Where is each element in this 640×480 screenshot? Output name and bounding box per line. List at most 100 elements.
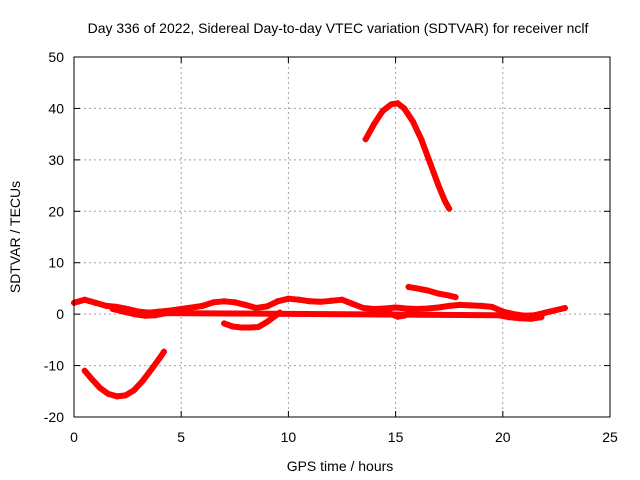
data-point bbox=[272, 312, 279, 319]
plot-frame bbox=[73, 56, 611, 418]
data-point bbox=[435, 290, 442, 297]
data-point bbox=[516, 315, 523, 322]
y-tick-label: 40 bbox=[48, 100, 64, 116]
data-point bbox=[349, 300, 356, 307]
data-point bbox=[141, 312, 148, 319]
data-point bbox=[409, 118, 416, 125]
data-point bbox=[81, 367, 88, 374]
ticks bbox=[73, 56, 611, 418]
data-point bbox=[407, 309, 414, 316]
data-point bbox=[156, 354, 163, 361]
data-point bbox=[418, 136, 425, 143]
x-tick-label: 15 bbox=[388, 429, 404, 445]
data-point bbox=[152, 312, 159, 319]
data-point bbox=[467, 302, 474, 309]
data-point bbox=[452, 294, 459, 301]
data-point bbox=[131, 387, 138, 394]
data-point bbox=[246, 324, 253, 331]
data-point bbox=[109, 306, 116, 312]
data-point bbox=[446, 292, 453, 299]
data-point bbox=[148, 366, 155, 373]
y-tick-label: -10 bbox=[44, 358, 64, 374]
series-line bbox=[109, 306, 545, 322]
data-point bbox=[394, 313, 401, 320]
y-tick-label: -20 bbox=[44, 409, 64, 425]
series-afternoon-arc bbox=[362, 100, 453, 212]
x-tick-label: 20 bbox=[495, 429, 511, 445]
data-points bbox=[71, 100, 568, 400]
data-point bbox=[489, 303, 496, 310]
y-tick-label: 20 bbox=[48, 203, 64, 219]
data-point bbox=[274, 298, 281, 305]
series-mid-dip bbox=[221, 309, 283, 331]
data-point bbox=[542, 309, 549, 316]
data-point bbox=[561, 304, 568, 311]
data-point bbox=[527, 315, 534, 322]
data-point bbox=[394, 100, 401, 107]
data-point bbox=[446, 302, 453, 309]
data-point bbox=[276, 309, 283, 316]
series-evening-dip bbox=[379, 308, 414, 320]
chart-title: Day 336 of 2022, Sidereal Day-to-day VTE… bbox=[88, 20, 589, 36]
data-point bbox=[317, 298, 324, 305]
data-point bbox=[371, 120, 378, 127]
data-point bbox=[435, 304, 442, 311]
data-point bbox=[401, 105, 408, 112]
data-point bbox=[210, 299, 217, 306]
data-point bbox=[388, 101, 395, 108]
data-point bbox=[81, 296, 88, 303]
data-point bbox=[306, 298, 313, 305]
data-point bbox=[388, 311, 395, 318]
data-point bbox=[392, 304, 399, 311]
y-tick-label: 0 bbox=[56, 306, 64, 322]
data-point bbox=[495, 312, 502, 319]
data-point bbox=[441, 198, 448, 204]
y-tick-label: 10 bbox=[48, 255, 64, 271]
x-axis-label: GPS time / hours bbox=[287, 458, 394, 474]
data-point bbox=[263, 318, 270, 325]
data-point bbox=[379, 108, 386, 114]
x-tick-label: 5 bbox=[177, 429, 185, 445]
data-point bbox=[163, 310, 170, 317]
data-point bbox=[161, 348, 168, 355]
y-axis-label: SDTVAR / TECUs bbox=[7, 181, 23, 293]
data-point bbox=[188, 304, 195, 311]
data-point bbox=[113, 393, 120, 400]
data-point bbox=[255, 324, 262, 330]
data-point bbox=[131, 311, 138, 318]
data-point bbox=[199, 302, 206, 309]
data-point bbox=[435, 182, 442, 189]
data-point bbox=[221, 320, 228, 327]
data-point bbox=[379, 308, 386, 315]
data-point bbox=[139, 378, 146, 384]
data-point bbox=[238, 324, 245, 331]
data-point bbox=[296, 296, 303, 303]
data-point bbox=[405, 283, 412, 290]
x-tick-label: 25 bbox=[602, 429, 618, 445]
series-line bbox=[81, 348, 167, 400]
x-tick-labels: 0 5 10 15 20 25 bbox=[70, 429, 618, 445]
data-point bbox=[371, 306, 378, 312]
data-point bbox=[221, 298, 228, 305]
data-point bbox=[120, 308, 127, 315]
data-point bbox=[538, 314, 545, 321]
data-point bbox=[446, 205, 453, 212]
data-point bbox=[424, 287, 431, 294]
data-point bbox=[242, 301, 249, 308]
data-point bbox=[92, 299, 99, 306]
series-afternoon-offset bbox=[405, 283, 459, 301]
data-point bbox=[103, 302, 110, 309]
data-point bbox=[253, 304, 260, 311]
data-point bbox=[360, 304, 367, 311]
data-point bbox=[506, 314, 513, 321]
x-tick-label: 0 bbox=[70, 429, 78, 445]
series-early-dip bbox=[81, 348, 168, 400]
y-tick-label: 50 bbox=[48, 49, 64, 65]
data-point bbox=[285, 295, 292, 302]
series-line bbox=[362, 100, 453, 212]
data-point bbox=[403, 305, 410, 312]
data-point bbox=[88, 375, 95, 382]
data-point bbox=[401, 312, 408, 319]
data-point bbox=[478, 302, 485, 309]
